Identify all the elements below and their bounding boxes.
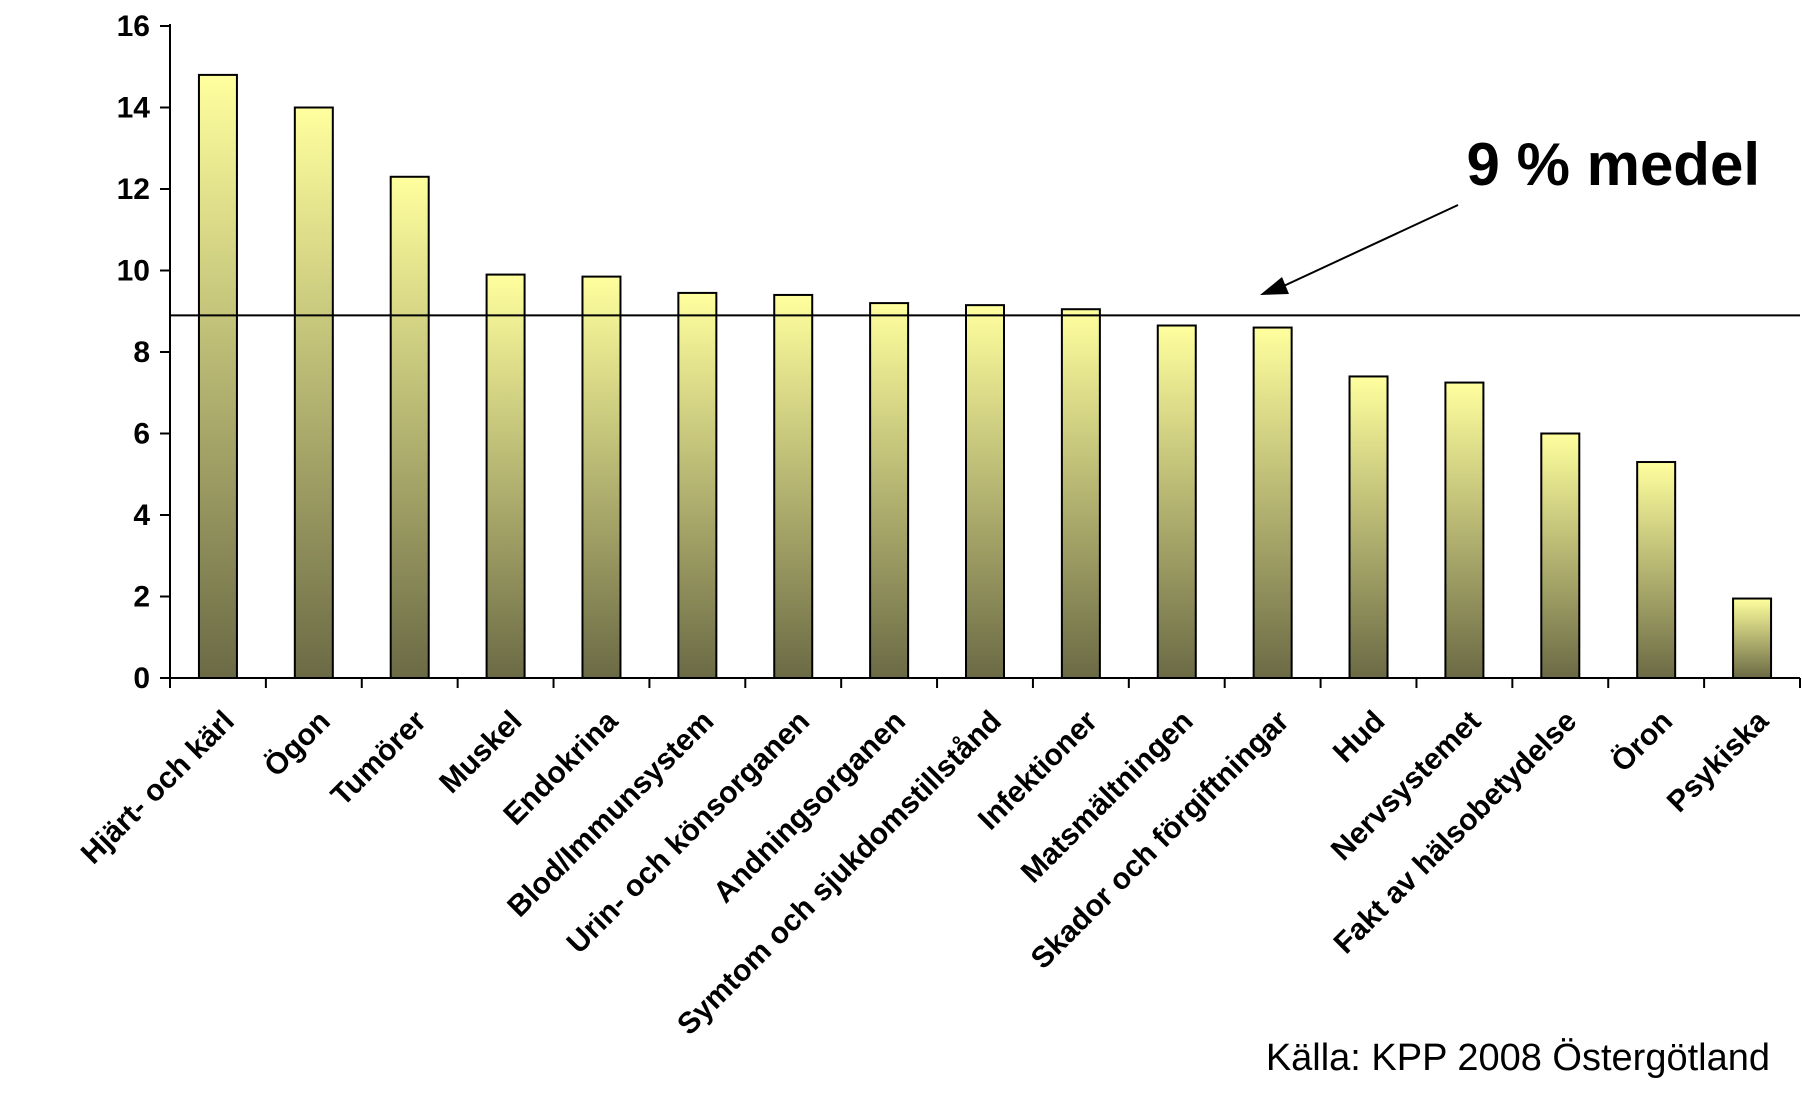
- y-tick-label: 16: [117, 10, 150, 43]
- x-category-label: Hud: [1327, 705, 1392, 770]
- bar: [389, 175, 430, 679]
- y-tick-label: 4: [133, 499, 150, 532]
- bar: [1444, 381, 1485, 679]
- y-tick-label: 0: [133, 662, 150, 695]
- y-tick-label: 12: [117, 173, 150, 206]
- bar: [485, 273, 526, 679]
- bar: [1732, 597, 1773, 679]
- bar: [1252, 326, 1293, 679]
- bar: [869, 302, 910, 679]
- y-tick-label: 6: [133, 418, 150, 451]
- average-label: 9 % medel: [1467, 131, 1760, 198]
- bar: [1636, 461, 1677, 679]
- x-category-label: Tumörer: [325, 704, 433, 812]
- average-annotation: 9 % medel: [1260, 131, 1760, 295]
- annotation-arrow-line: [1274, 204, 1459, 291]
- y-axis-ticks: 0 2 4 6 8 10 12 14 16: [117, 10, 170, 695]
- bars: [197, 73, 1773, 679]
- x-category-label: Hjärt- och kärl: [75, 705, 241, 871]
- bar: [677, 291, 718, 679]
- x-category-label: Matsmältningen: [1015, 705, 1200, 890]
- annotation-arrowhead: [1260, 277, 1289, 295]
- bar: [1540, 432, 1581, 679]
- y-tick-label: 14: [117, 92, 151, 125]
- bar: [293, 106, 334, 679]
- y-tick-label: 2: [133, 581, 150, 614]
- bar: [1348, 375, 1389, 679]
- bar: [965, 304, 1005, 679]
- y-tick-label: 10: [117, 255, 150, 288]
- bar: [1156, 324, 1197, 679]
- x-category-label: Öron: [1605, 705, 1679, 779]
- bar: [1060, 308, 1101, 679]
- bar: [581, 275, 622, 679]
- x-category-label: Psykiska: [1661, 704, 1775, 818]
- x-category-label: Muskel: [433, 705, 528, 800]
- bar: [773, 293, 814, 679]
- y-tick-label: 8: [133, 336, 150, 369]
- axes: [169, 24, 1801, 688]
- x-category-label: Ögon: [258, 705, 337, 784]
- bar: [197, 73, 238, 679]
- source-note: Källa: KPP 2008 Östergötland: [1266, 1037, 1770, 1079]
